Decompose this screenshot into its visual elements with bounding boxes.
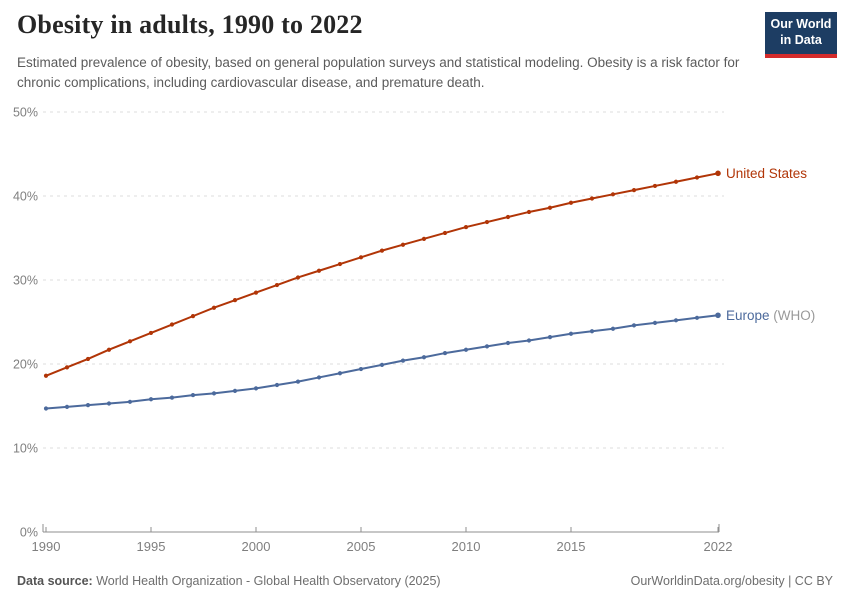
data-point — [673, 179, 679, 184]
data-point — [127, 339, 133, 344]
data-point — [463, 347, 469, 352]
data-point — [568, 200, 574, 205]
x-axis-label: 2015 — [557, 539, 586, 554]
data-point — [43, 373, 49, 378]
data-point — [442, 230, 448, 236]
data-point — [589, 196, 595, 201]
y-axis-label: 20% — [13, 358, 38, 372]
data-point — [484, 219, 490, 225]
data-point — [295, 275, 301, 280]
data-point — [715, 170, 721, 177]
data-source-text: World Health Organization - Global Healt… — [92, 574, 441, 588]
data-point — [505, 214, 511, 220]
data-point — [148, 397, 154, 402]
data-point — [64, 365, 70, 370]
data-point — [631, 188, 637, 193]
data-point — [211, 391, 217, 396]
y-axis-label: 40% — [13, 190, 38, 204]
data-point — [211, 305, 217, 310]
owid-logo-line1: Our World — [770, 17, 832, 31]
data-point — [715, 312, 721, 319]
x-axis-label: 1990 — [32, 539, 61, 554]
series-label-europe[interactable]: Europe (WHO) — [726, 308, 815, 323]
data-point — [379, 248, 385, 253]
data-point — [316, 375, 322, 380]
y-axis-label: 50% — [13, 106, 38, 120]
data-point — [610, 326, 616, 331]
data-point — [274, 382, 280, 388]
data-point — [337, 261, 343, 267]
data-point — [43, 406, 49, 411]
data-point — [673, 318, 679, 323]
x-axis-label: 2000 — [242, 539, 271, 554]
data-point — [127, 399, 133, 404]
data-point — [169, 395, 175, 400]
y-axis-label: 30% — [13, 274, 38, 288]
data-point — [505, 340, 511, 346]
data-point — [652, 183, 658, 189]
data-point — [421, 355, 427, 360]
data-source-label: Data source: — [17, 574, 93, 588]
data-point — [694, 315, 700, 320]
series-label-united-states[interactable]: United States — [726, 166, 807, 181]
data-point — [589, 329, 595, 334]
data-point — [400, 242, 406, 247]
data-point — [547, 205, 553, 210]
chart-subtitle: Estimated prevalence of obesity, based o… — [17, 55, 740, 90]
data-point — [232, 298, 238, 303]
data-point — [190, 314, 196, 319]
data-point — [64, 404, 70, 409]
data-point — [148, 330, 154, 336]
data-point — [526, 338, 532, 343]
data-point — [274, 282, 280, 288]
chart-title: Obesity in adults, 1990 to 2022 — [17, 10, 363, 39]
chart-footer: Data source: World Health Organization -… — [17, 574, 833, 588]
data-point — [484, 344, 490, 349]
data-source-note: Data source: World Health Organization -… — [17, 574, 441, 588]
data-point — [106, 347, 112, 352]
series-line-united-states[interactable] — [45, 172, 719, 377]
data-point — [232, 388, 238, 393]
data-point — [610, 192, 616, 197]
x-axis-label: 2022 — [704, 539, 733, 554]
footer-url-license[interactable]: OurWorldinData.org/obesity | CC BY — [630, 574, 833, 588]
data-point — [463, 224, 469, 230]
owid-logo[interactable]: Our World in Data — [765, 12, 837, 59]
data-point — [694, 175, 700, 180]
y-axis-label: 0% — [20, 526, 38, 540]
data-point — [442, 350, 448, 356]
data-point — [85, 403, 91, 408]
data-point — [631, 323, 637, 328]
data-point — [316, 268, 322, 273]
data-point — [358, 255, 364, 260]
data-point — [358, 366, 364, 372]
data-point — [568, 331, 574, 336]
series-line-europe[interactable] — [45, 314, 719, 410]
data-point — [190, 392, 196, 398]
owid-logo-line2: in Data — [780, 32, 822, 47]
data-point — [400, 358, 406, 363]
data-point — [652, 320, 658, 325]
data-point — [295, 379, 301, 384]
x-axis-label: 1995 — [137, 539, 166, 554]
data-point — [337, 371, 343, 376]
data-point — [253, 290, 259, 295]
data-point — [379, 362, 385, 367]
data-point — [169, 322, 175, 327]
x-axis-label: 2010 — [452, 539, 481, 554]
x-axis-label: 2005 — [347, 539, 376, 554]
data-point — [526, 209, 532, 215]
data-point — [547, 335, 553, 340]
data-point — [421, 236, 427, 241]
data-point — [106, 401, 112, 406]
data-point — [85, 356, 91, 362]
data-point — [253, 386, 259, 391]
y-axis-label: 10% — [13, 442, 38, 456]
